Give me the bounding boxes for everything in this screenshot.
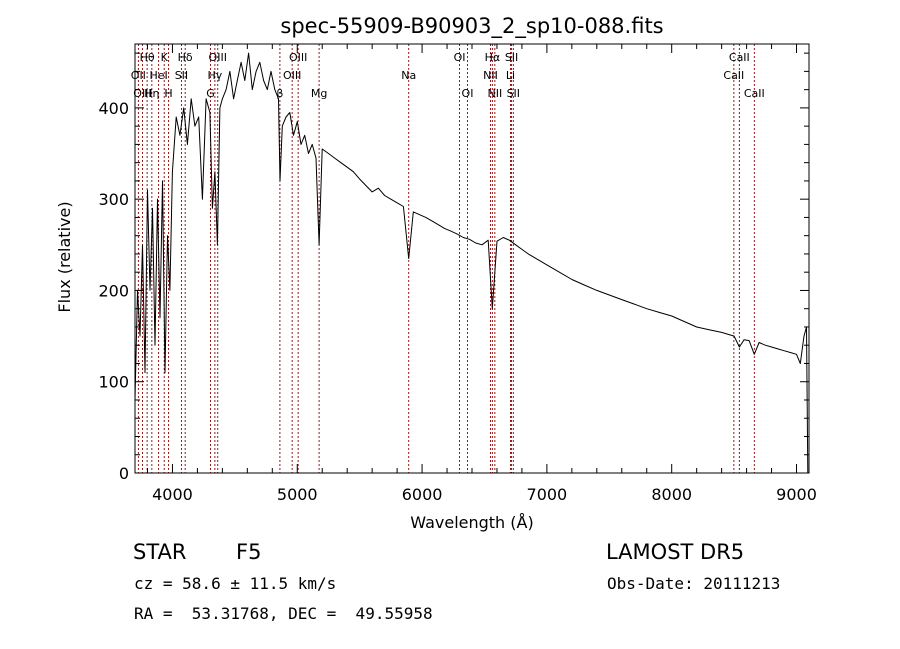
y-tick-label: 200 (98, 281, 129, 300)
spectral-line-label: CaII (744, 87, 765, 100)
coordinates-readout: RA = 53.31768, DEC = 49.55958 (134, 604, 433, 623)
chart-title: spec-55909-B90903_2_sp10-088.fits (280, 14, 663, 39)
spectral-line-label: SII (507, 87, 520, 100)
spectral-line-label: OIII (283, 69, 301, 82)
spectral-line-label: CaII (723, 69, 744, 82)
spectral-line-label: Hδ (178, 51, 193, 64)
spectral-line-label: OIII (289, 51, 307, 64)
spectral-line-label: Hα (485, 51, 501, 64)
spectral-line-label: Hθ (140, 51, 155, 64)
y-tick-label: 400 (98, 99, 129, 118)
spectral-line-label: OI (454, 51, 466, 64)
spectral-line-label: K (161, 51, 169, 64)
spectral-line-label: Li (506, 69, 515, 82)
spectral-line-label: OIII (209, 51, 227, 64)
y-axis-ticks: 0 100 200 300 400 (98, 52, 809, 483)
spectrum-line (134, 52, 809, 474)
spectral-line-label: NII (487, 87, 502, 100)
plot-frame (134, 43, 810, 474)
spectral-line-label: β (276, 87, 283, 100)
y-tick-label: 300 (98, 190, 129, 209)
spectral-line-label: G (206, 87, 215, 100)
x-axis-label: Wavelength (Å) (410, 513, 533, 532)
spectral-line-label: Hγ (207, 69, 222, 82)
spectral-line-labels: Hθ K Hδ OIII OIII OI Hα SII CaII OII HeI SII Hγ OIII N… (131, 51, 765, 100)
spectral-line-label: OI (462, 87, 474, 100)
spectral-line-label: OII (131, 69, 146, 82)
x-tick-label: 5000 (277, 485, 318, 504)
spectral-line-label: OIII (133, 87, 151, 100)
spectral-line-markers (137, 44, 755, 473)
survey-name: LAMOST DR5 (606, 540, 745, 564)
x-tick-label: 6000 (402, 485, 443, 504)
spectrum-series (134, 52, 809, 474)
observation-date: Obs-Date: 20111213 (607, 574, 781, 593)
spectral-line-label: H (164, 87, 172, 100)
spectral-line-label: Na (401, 69, 416, 82)
spectral-line-label: NII (483, 69, 498, 82)
x-axis-ticks: 4000 5000 6000 7000 8000 9000 (146, 44, 817, 504)
y-tick-label: 100 (98, 373, 129, 392)
spectral-line-label: CaII (729, 51, 750, 64)
object-class: STAR (133, 540, 187, 564)
spectral-line-label: HeI (149, 69, 167, 82)
x-tick-label: 8000 (651, 485, 692, 504)
x-tick-label: 9000 (776, 485, 817, 504)
object-subclass: F5 (236, 540, 262, 564)
x-tick-label: 4000 (152, 485, 193, 504)
spectral-line-label: Hη (144, 87, 159, 100)
x-tick-label: 7000 (527, 485, 568, 504)
redshift-readout: cz = 58.6 ± 11.5 km/s (134, 574, 337, 593)
spectral-line-label: SII (505, 51, 518, 64)
spectral-line-label: Mg (311, 87, 327, 100)
y-tick-label: 0 (119, 464, 129, 483)
spectral-line-label: SII (175, 69, 188, 82)
y-axis-label: Flux (relative) (55, 201, 74, 312)
